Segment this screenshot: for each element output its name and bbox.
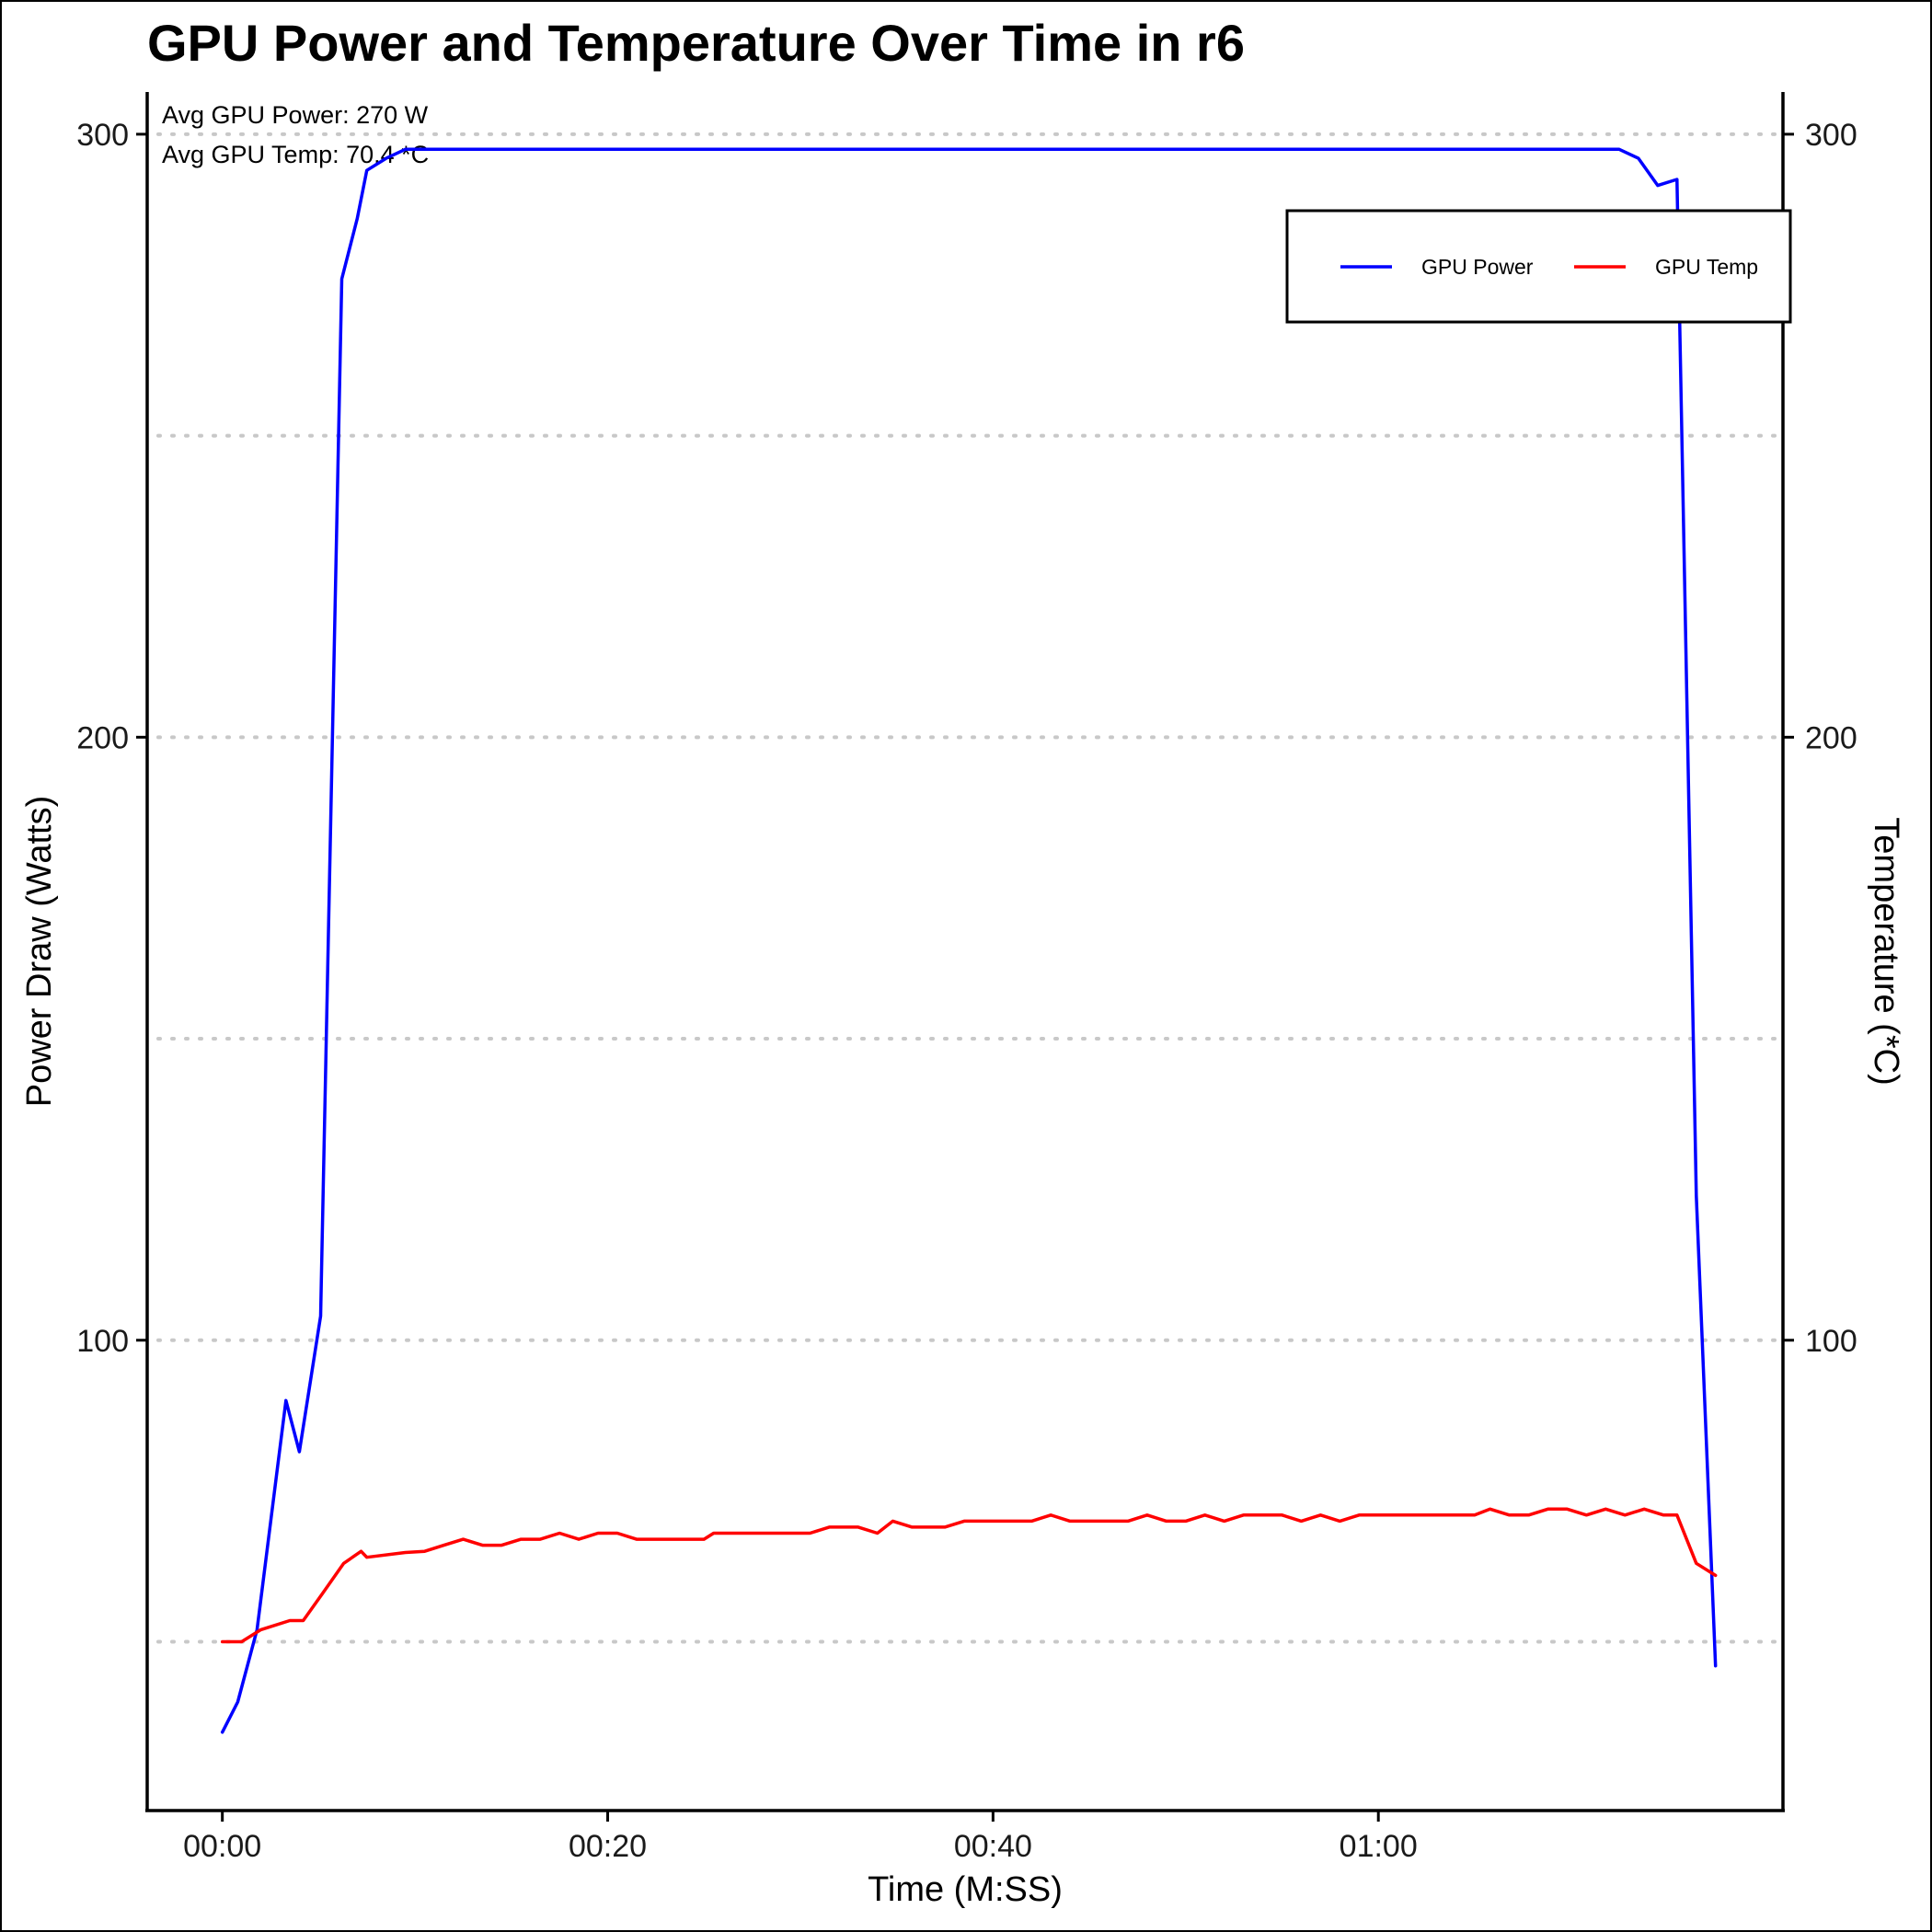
series-line-gpu-power [220, 147, 1718, 1734]
series-line-gpu-temp [220, 1507, 1718, 1644]
y-tick-label-100: 100 [76, 1324, 129, 1359]
legend-label-gpu-power: GPU Power [1421, 255, 1534, 279]
y2-tick-label-200: 200 [1805, 720, 1857, 755]
x-tick-label-00:20: 00:20 [569, 1829, 647, 1864]
y-tick-label-300: 300 [76, 118, 129, 153]
x-tick-label-00:40: 00:40 [954, 1829, 1032, 1864]
chart-title: GPU Power and Temperature Over Time in r… [147, 14, 1245, 72]
series-lines [220, 147, 1718, 1734]
x-axis-title: Time (M:SS) [868, 1870, 1063, 1909]
axis-ticks: 100 200 300 100 200 300 00:00 00:20 00:40 01:00 [76, 118, 1857, 1864]
y2-tick-label-300: 300 [1805, 118, 1857, 153]
avg-temp-annotation: Avg GPU Temp: 70.4 *C [162, 141, 429, 168]
y2-axis-title: Temperature (*C) [1867, 817, 1905, 1085]
y-tick-label-200: 200 [76, 720, 129, 755]
legend: GPU Power GPU Temp [1285, 209, 1792, 324]
legend-label-gpu-temp: GPU Temp [1655, 255, 1758, 279]
avg-power-annotation: Avg GPU Power: 270 W [162, 101, 429, 129]
x-tick-label-00:00: 00:00 [183, 1829, 261, 1864]
y-axis-title: Power Draw (Watts) [20, 796, 59, 1108]
x-tick-label-01:00: 01:00 [1340, 1829, 1418, 1864]
y2-tick-label-100: 100 [1805, 1324, 1857, 1359]
